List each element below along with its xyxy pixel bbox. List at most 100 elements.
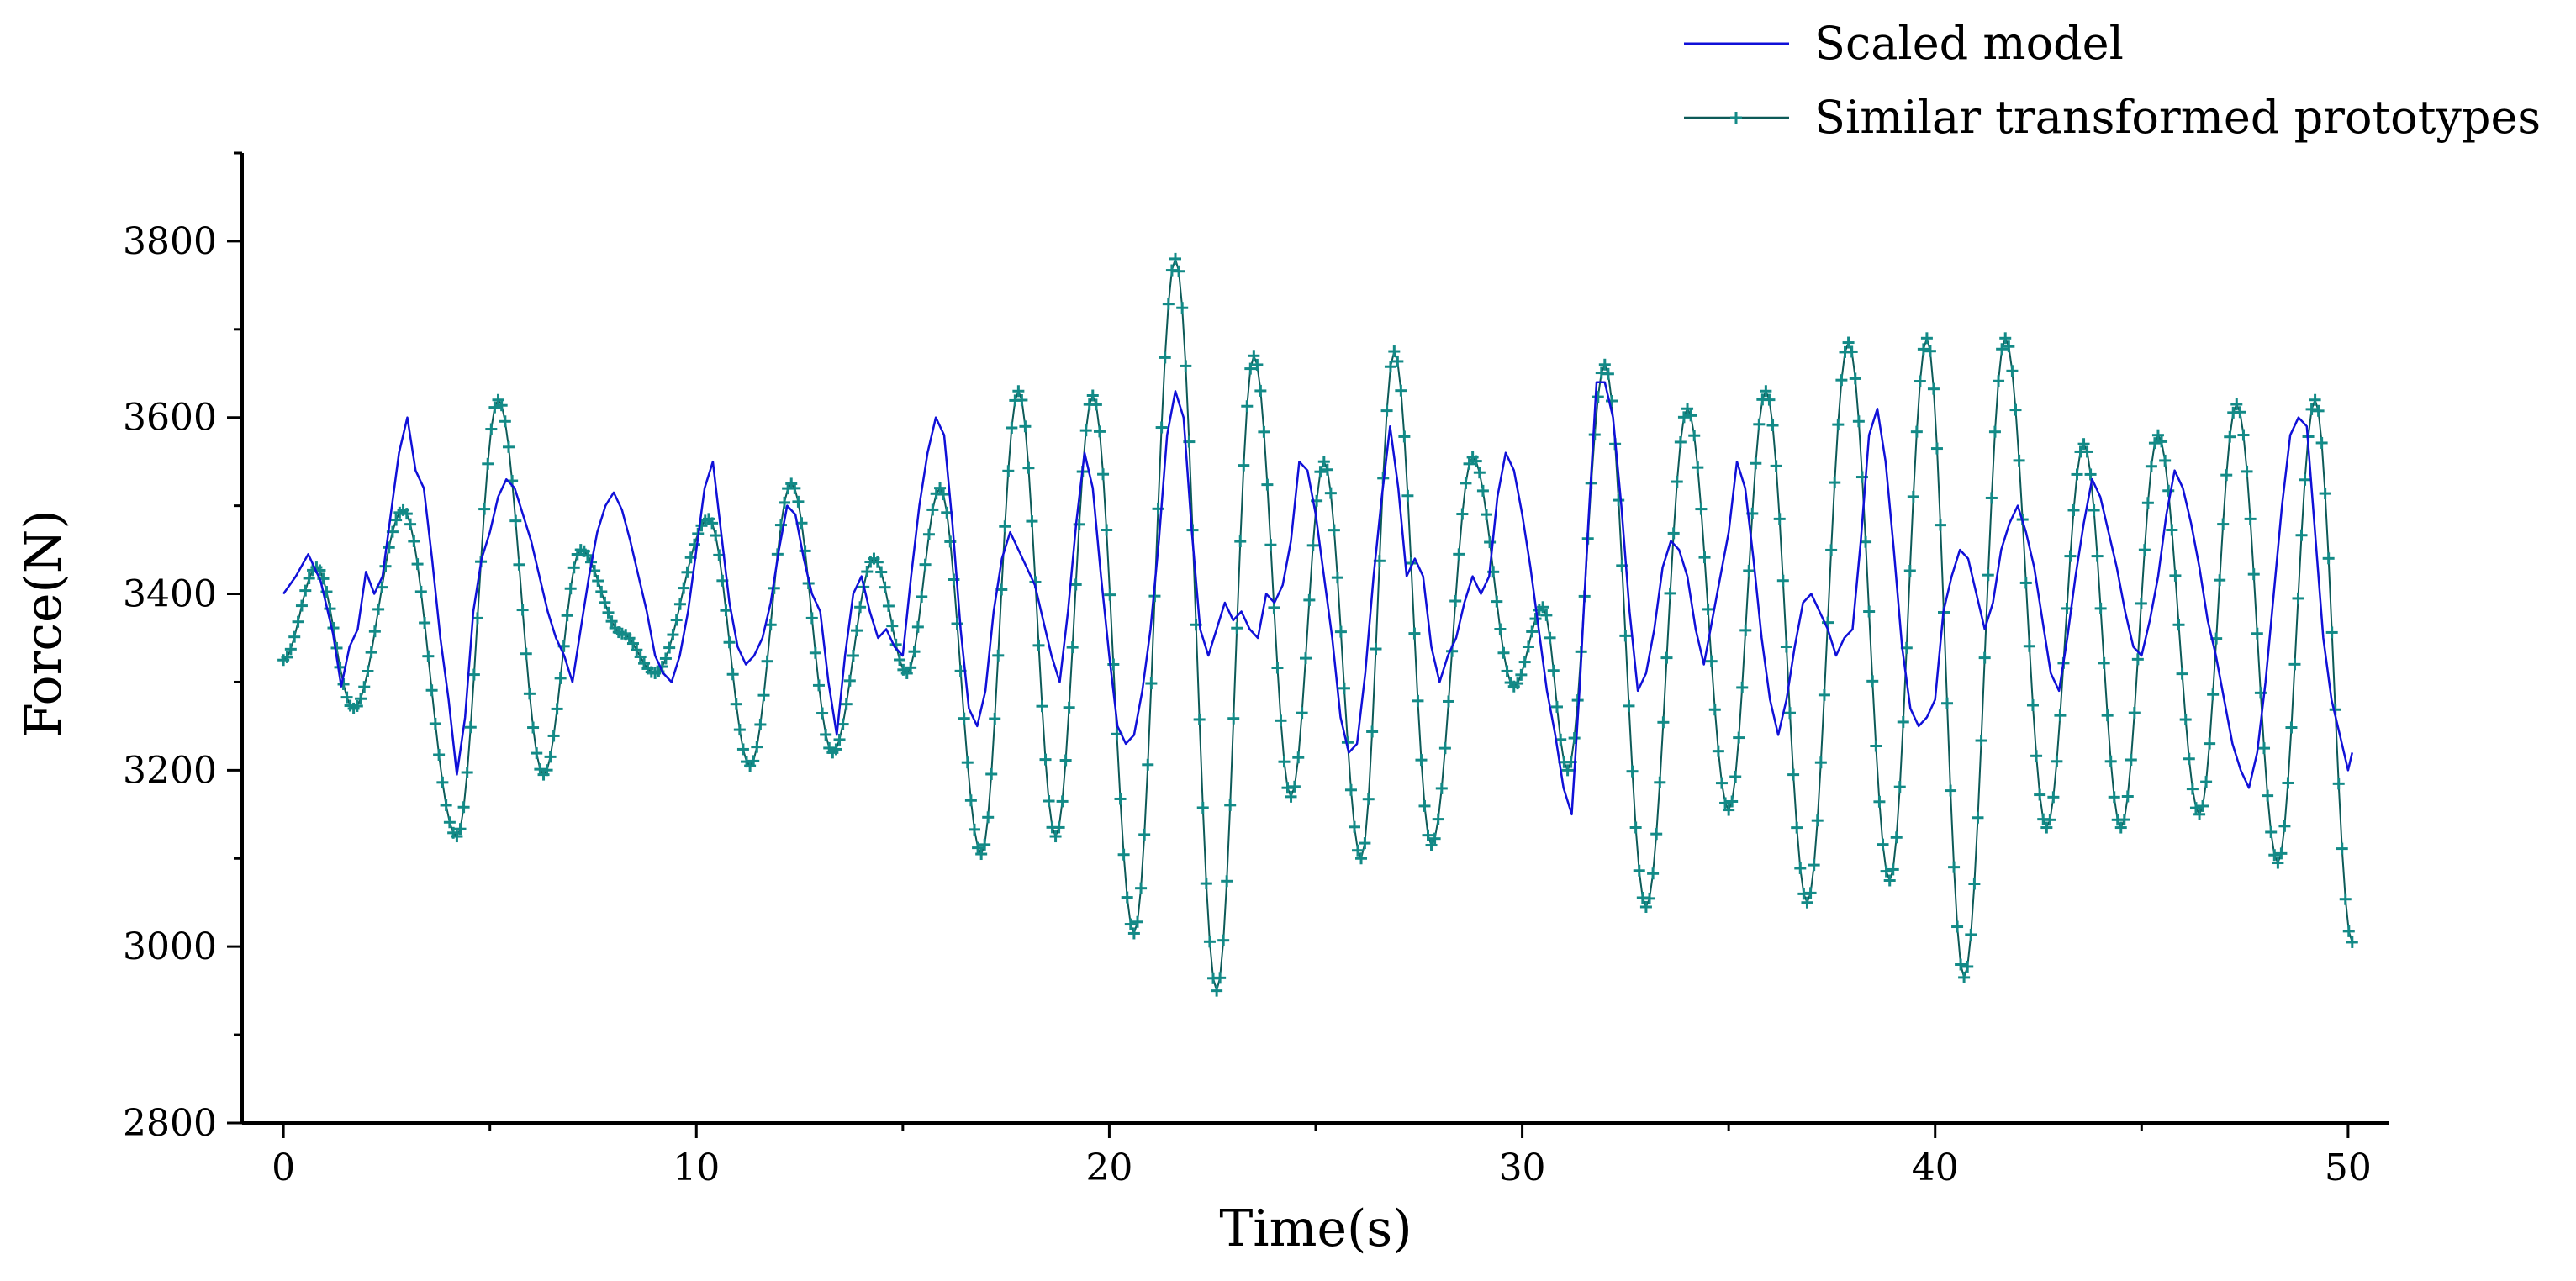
data-point-marker — [1449, 595, 1462, 608]
data-point-marker — [295, 599, 308, 612]
data-point-marker — [1644, 892, 1656, 904]
data-point-marker — [2081, 445, 2093, 458]
data-point-marker — [288, 630, 301, 643]
data-point-marker — [964, 794, 977, 807]
data-point-marker — [2332, 778, 2345, 790]
data-point-marker — [340, 691, 353, 704]
data-point-marker — [482, 457, 494, 470]
data-point-marker — [710, 530, 722, 542]
data-point-marker — [2108, 791, 2120, 804]
data-point-marker — [2247, 568, 2260, 581]
legend-marker-similar-transformed-prototypes — [1730, 112, 1742, 124]
data-point-marker — [2101, 709, 2114, 722]
data-point-marker — [1135, 882, 1148, 894]
data-point-marker — [726, 668, 739, 681]
data-point-marker — [1224, 799, 1237, 811]
data-point-marker — [499, 415, 511, 428]
data-point-marker — [1066, 641, 1079, 654]
data-point-marker — [1657, 716, 1670, 729]
data-point-marker — [1275, 714, 1287, 727]
data-point-marker — [1258, 425, 1270, 438]
data-point-marker — [2179, 714, 2192, 726]
data-point-marker — [1739, 624, 1752, 636]
data-point-marker — [961, 756, 974, 769]
x-tick-label: 0 — [272, 1147, 295, 1189]
data-point-marker — [1142, 758, 1154, 771]
x-tick-label: 10 — [673, 1147, 720, 1189]
data-point-marker — [324, 603, 336, 615]
data-point-marker — [911, 620, 924, 633]
data-point-marker — [1352, 844, 1365, 857]
data-point-marker — [299, 584, 312, 597]
data-point-marker — [1914, 375, 1926, 387]
data-point-marker — [1238, 459, 1250, 472]
data-point-marker — [478, 503, 491, 515]
legend-label-scaled-model: Scaled model — [1814, 17, 2124, 70]
data-point-marker — [2098, 656, 2110, 669]
data-point-marker — [1639, 900, 1652, 913]
data-point-marker — [2125, 753, 2137, 766]
data-point-marker — [663, 641, 676, 654]
data-point-marker — [513, 558, 525, 571]
y-tick-label: 3000 — [123, 925, 217, 968]
data-point-marker — [2054, 709, 2067, 722]
data-point-marker — [1117, 848, 1130, 861]
data-point-marker — [581, 549, 594, 561]
data-point-marker — [916, 590, 928, 603]
data-point-marker — [1131, 915, 1143, 928]
data-point-marker — [2030, 750, 2043, 762]
data-point-marker — [2135, 597, 2147, 609]
data-point-marker — [2251, 627, 2263, 640]
data-point-marker — [1978, 651, 1991, 664]
data-point-marker — [1712, 745, 1724, 757]
data-point-marker — [2299, 473, 2311, 486]
data-point-marker — [2189, 802, 2202, 814]
data-point-marker — [2234, 406, 2246, 419]
data-point-marker — [1176, 302, 1189, 314]
data-point-marker — [419, 616, 431, 629]
data-point-marker — [516, 604, 529, 616]
data-point-marker — [1968, 878, 1981, 890]
data-point-marker — [1491, 595, 1503, 608]
data-point-marker — [1384, 361, 1396, 373]
data-point-marker — [847, 649, 859, 662]
data-point-marker — [1698, 551, 1711, 564]
data-point-marker — [1880, 865, 1892, 878]
data-point-marker — [2151, 429, 2164, 441]
data-point-marker — [1726, 795, 1739, 808]
data-point-marker — [1398, 430, 1411, 443]
data-point-marker — [1497, 646, 1510, 659]
data-point-marker — [1127, 927, 1140, 940]
data-point-marker — [1955, 958, 1967, 971]
data-point-marker — [1688, 430, 1701, 442]
y-tick-label: 3800 — [123, 220, 217, 263]
data-point-marker — [2217, 518, 2230, 530]
data-point-marker — [1736, 681, 1749, 693]
data-point-marker — [934, 482, 947, 494]
data-point-marker — [1592, 391, 1604, 403]
data-point-marker — [2265, 825, 2278, 838]
y-tick-label: 3200 — [123, 749, 217, 792]
data-point-marker — [429, 717, 441, 730]
data-point-marker — [1348, 820, 1360, 833]
data-point-marker — [670, 614, 683, 626]
data-point-marker — [1705, 655, 1718, 667]
data-point-marker — [1086, 389, 1099, 402]
data-point-marker — [1671, 476, 1683, 488]
data-point-marker — [1667, 527, 1680, 540]
data-point-marker — [1344, 783, 1357, 796]
data-point-marker — [919, 558, 932, 571]
data-point-marker — [2258, 742, 2271, 755]
data-point-marker — [1261, 478, 1274, 491]
data-point-marker — [2091, 550, 2104, 562]
data-point-marker — [1910, 425, 1923, 438]
data-point-marker — [1623, 699, 1635, 712]
data-point-marker — [425, 684, 438, 697]
data-point-marker — [1972, 811, 1984, 824]
data-point-marker — [805, 612, 818, 625]
data-point-marker — [2019, 577, 2032, 589]
data-point-marker — [495, 399, 508, 412]
data-point-marker — [1550, 700, 1563, 713]
data-point-marker — [1097, 468, 1110, 481]
data-point-marker — [551, 703, 563, 715]
